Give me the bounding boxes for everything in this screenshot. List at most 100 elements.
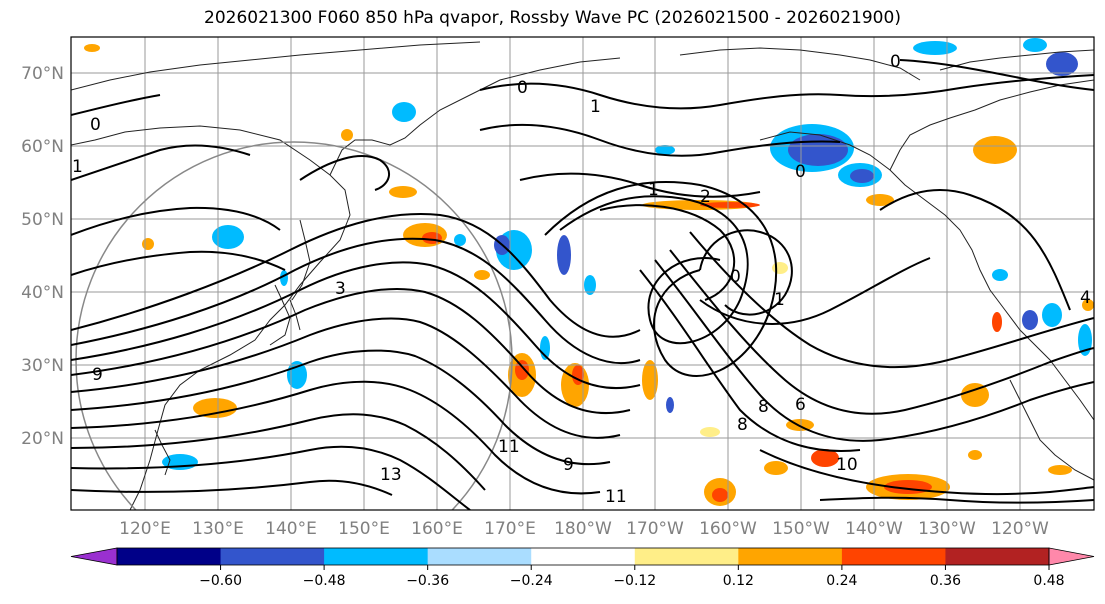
anomaly-pos xyxy=(992,312,1002,332)
contour-label: 0 xyxy=(795,162,806,182)
anomaly-pos xyxy=(84,44,100,52)
anomaly-neg xyxy=(1046,52,1078,76)
contour-label: 0 xyxy=(517,78,528,98)
lon-label: 150°E xyxy=(338,519,390,539)
anomaly-pos xyxy=(474,270,490,280)
anomaly-neg xyxy=(850,169,874,183)
colorbar-segment xyxy=(531,548,636,565)
anomaly-neg xyxy=(1023,38,1047,52)
anomaly-pos xyxy=(142,238,154,250)
anomaly-pos xyxy=(764,461,788,475)
colorbar-tick-label: 0.36 xyxy=(930,573,961,589)
lon-label: 150°W xyxy=(772,519,830,539)
anomaly-pos xyxy=(422,232,442,244)
contour-label: 13 xyxy=(380,465,402,485)
lon-label: 160°W xyxy=(699,519,757,539)
contour-label: 10 xyxy=(836,455,858,475)
colorbar-segment xyxy=(945,548,1050,565)
contours xyxy=(71,59,1094,510)
anomaly-pos xyxy=(961,383,989,407)
lon-label: 130°E xyxy=(192,519,244,539)
colorbar-extend-high xyxy=(1048,547,1095,566)
contour-label: 1 xyxy=(72,157,83,177)
colorbar-segment xyxy=(634,548,739,565)
anomaly-pos xyxy=(193,398,237,418)
gridlines xyxy=(71,37,1094,510)
colorbar-frame xyxy=(116,547,1050,566)
anomaly-pos xyxy=(712,488,728,502)
contour-label: 2 xyxy=(700,187,711,207)
contour-label: 0 xyxy=(730,267,741,287)
lon-label: 120°W xyxy=(991,519,1049,539)
contour-label: 4 xyxy=(1080,288,1091,308)
contour-label: 9 xyxy=(92,365,103,385)
anomaly-pos xyxy=(772,262,788,274)
colorbar-tick-label: −0.48 xyxy=(303,573,346,589)
anomaly-neg xyxy=(392,102,416,122)
lat-label: 30°N xyxy=(21,356,64,376)
colorbar-tick-label: 0.48 xyxy=(1033,573,1064,589)
colorbar-tick-label: −0.60 xyxy=(199,573,242,589)
colorbar: −0.60 −0.48 −0.36 −0.24 −0.12 0.12 0.24 0.36 0.4… xyxy=(70,547,1095,589)
contour-label: 0 xyxy=(890,52,901,72)
colorbar-segment xyxy=(841,548,946,565)
map-title: 2026021300 F060 850 hPa qvapor, Rossby W… xyxy=(204,8,901,28)
anomaly-pos xyxy=(1082,299,1094,311)
lat-label: 20°N xyxy=(21,429,64,449)
anomaly-pos xyxy=(515,360,529,380)
lon-label: 130°W xyxy=(918,519,976,539)
anomaly-pos xyxy=(642,360,658,400)
anomaly-pos xyxy=(866,194,894,206)
lon-label: 180°W xyxy=(554,519,612,539)
contour-label: 11 xyxy=(605,487,627,507)
contour-label-group: 0 0 0 0 0 1 1 1 1 2 3 6 8 8 9 9 10 11 11… xyxy=(72,52,1091,507)
colorbar-tick-label: 0.12 xyxy=(723,573,754,589)
colorbar-tick-label: −0.24 xyxy=(510,573,553,589)
anomaly-pos xyxy=(700,427,720,437)
anomaly-neg xyxy=(584,275,596,295)
contour-label: 6 xyxy=(795,395,806,415)
lon-label: 160°E xyxy=(411,519,463,539)
lat-label: 50°N xyxy=(21,210,64,230)
anomaly-neg xyxy=(992,269,1008,281)
anomaly-pos xyxy=(1048,465,1072,475)
colorbar-extend-low xyxy=(70,547,118,566)
lat-label: 40°N xyxy=(21,283,64,303)
anomaly-neg xyxy=(454,234,466,246)
contour-label: 1 xyxy=(648,180,659,200)
anomaly-neg xyxy=(913,41,957,55)
colorbar-segment xyxy=(324,548,429,565)
anomaly-pos xyxy=(341,129,353,141)
contour-label: 11 xyxy=(498,437,520,457)
anomaly-neg xyxy=(655,145,675,155)
contour-label: 9 xyxy=(563,455,574,475)
contour-label: 1 xyxy=(774,290,785,310)
colorbar-segment xyxy=(738,548,843,565)
anomaly-neg xyxy=(1022,310,1038,330)
lon-label: 170°W xyxy=(626,519,684,539)
longitude-labels: 120°E 130°E 140°E 150°E 160°E 170°E 180°… xyxy=(119,519,1049,539)
anomaly-neg xyxy=(1042,303,1062,327)
contour-label: 3 xyxy=(335,279,346,299)
anomaly-pos xyxy=(968,450,982,460)
lat-label: 60°N xyxy=(21,137,64,157)
contour-label: 8 xyxy=(758,397,769,417)
colorbar-tick-label: 0.24 xyxy=(826,573,857,589)
latitude-labels: 70°N 60°N 50°N 40°N 30°N 20°N xyxy=(21,64,64,449)
anomaly-neg xyxy=(666,397,674,413)
anomaly-pos xyxy=(700,202,760,208)
anomaly-neg xyxy=(212,225,244,249)
anomaly-neg xyxy=(557,235,571,275)
colorbar-tick-label: −0.12 xyxy=(613,573,656,589)
colorbar-segment xyxy=(220,548,325,565)
anomaly-pos xyxy=(389,186,417,198)
lat-label: 70°N xyxy=(21,64,64,84)
lon-label: 140°E xyxy=(265,519,317,539)
contour-label: 1 xyxy=(590,97,601,117)
map-frame xyxy=(70,36,1095,511)
anomaly-neg xyxy=(1078,324,1092,356)
lon-label: 170°E xyxy=(484,519,536,539)
lon-label: 140°W xyxy=(845,519,903,539)
colorbar-segment xyxy=(117,548,222,565)
